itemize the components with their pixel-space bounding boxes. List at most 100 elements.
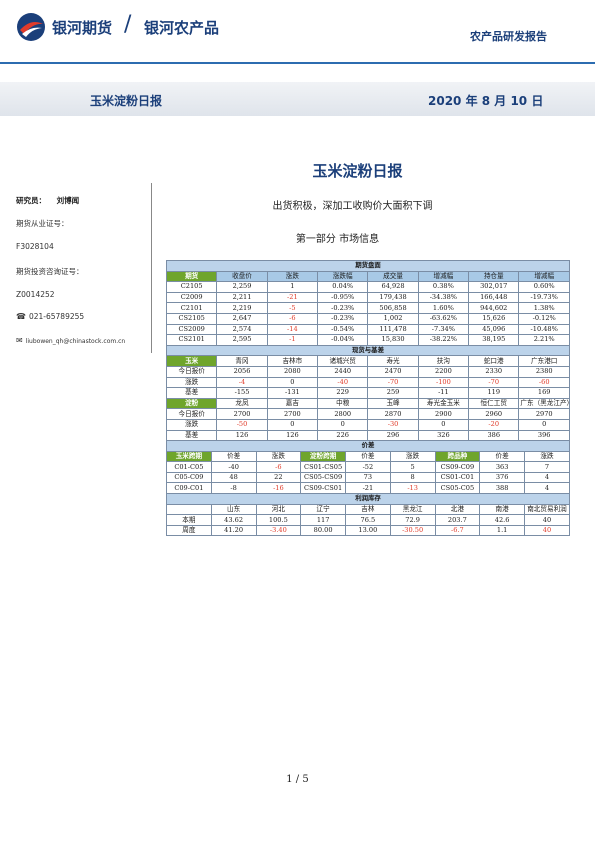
page-number: 1 / 5 bbox=[286, 774, 309, 785]
table-cell: 8 bbox=[389, 471, 436, 484]
table-cell: 4 bbox=[524, 471, 570, 484]
table-cell: 48 bbox=[210, 471, 257, 484]
spread-header-row: 玉米跨期 价差 涨跌 淀粉跨期 价差 涨跌 跨品种 价差 涨跌 bbox=[166, 450, 570, 463]
table-cell: 40 bbox=[524, 514, 570, 526]
table-cell: -38.22% bbox=[417, 334, 470, 346]
table-cell: 111,478 bbox=[367, 323, 419, 336]
spread-band: 价差 bbox=[166, 440, 570, 452]
column-header: 寿光金玉米 bbox=[417, 397, 470, 410]
table-cell: 126 bbox=[216, 429, 268, 442]
table-cell: 2700 bbox=[216, 408, 268, 420]
column-header: 涨跌 bbox=[389, 450, 436, 463]
table-cell: 2870 bbox=[367, 408, 419, 420]
table-cell: 38,195 bbox=[468, 334, 520, 346]
phone-icon: ☎ bbox=[16, 312, 26, 321]
table-cell: 43.62 bbox=[210, 514, 257, 526]
column-header: 增减幅 bbox=[518, 270, 570, 283]
section-title: 第一部分 市场信息 bbox=[295, 234, 380, 245]
table-cell: CS2009 bbox=[165, 323, 218, 336]
table-cell: 45,096 bbox=[468, 323, 520, 336]
table-cell: 166,448 bbox=[468, 291, 520, 304]
table-cell: -100 bbox=[417, 376, 470, 389]
researcher-label: 研究员： bbox=[16, 196, 46, 205]
column-header: 扶沟 bbox=[417, 355, 470, 367]
table-cell: -63.62% bbox=[417, 312, 470, 325]
table-cell: 1 bbox=[266, 281, 319, 293]
table-cell: 今日报价 bbox=[165, 365, 218, 378]
table-cell: 100.5 bbox=[255, 514, 302, 526]
table-cell: 944,602 bbox=[468, 302, 520, 314]
page-title: 玉米淀粉日报 bbox=[312, 162, 403, 180]
table-cell: 117 bbox=[300, 514, 346, 526]
profit-band: 利润库存 bbox=[166, 493, 570, 505]
corn-row: 基差 -155 -131 229 259 -11 119 169 bbox=[165, 387, 570, 399]
table-cell: CS01-C01 bbox=[434, 471, 481, 484]
table-cell: 0 bbox=[266, 376, 319, 389]
table-cell: -0.23% bbox=[317, 302, 369, 314]
table-cell: -52 bbox=[345, 461, 391, 473]
table-cell: C2101 bbox=[165, 302, 218, 314]
spread-row: C01-C05 -40 -6 CS01-CS05 -52 5 CS09-C09 363 7 bbox=[166, 461, 570, 473]
table-cell: -7.34% bbox=[417, 323, 470, 336]
table-cell: 296 bbox=[367, 429, 419, 442]
galaxy-logo-icon bbox=[17, 13, 45, 41]
table-cell: 涨跌 bbox=[165, 418, 218, 431]
table-cell: 2,574 bbox=[216, 323, 268, 336]
table-cell: 259 bbox=[367, 387, 419, 399]
table-cell: -19.73% bbox=[518, 291, 570, 304]
table-cell: -5 bbox=[266, 302, 319, 314]
table-cell: C2009 bbox=[165, 291, 218, 304]
column-header: 河北 bbox=[255, 503, 302, 516]
column-header: 黑龙江 bbox=[389, 503, 436, 516]
column-header: 中粮 bbox=[317, 397, 369, 410]
starch-row: 基差 126 126 226 296 326 386 396 bbox=[165, 429, 570, 442]
email-address[interactable]: liubowen_qh@chinastock.com.cn bbox=[25, 338, 126, 345]
column-header: 南北贸易利润 bbox=[524, 503, 570, 516]
table-cell: -30 bbox=[367, 418, 419, 431]
table-cell: -155 bbox=[216, 387, 268, 399]
table-cell: 2080 bbox=[266, 365, 319, 378]
table-cell: 涨跌 bbox=[165, 376, 218, 389]
table-cell: 0 bbox=[266, 418, 319, 431]
table-cell: -50 bbox=[216, 418, 268, 431]
table-cell: 0.04% bbox=[317, 281, 369, 293]
column-header: 涨跌 bbox=[266, 270, 319, 283]
table-cell: 2970 bbox=[518, 408, 570, 420]
column-header: 淀粉 bbox=[165, 397, 218, 410]
table-cell: CS05-C05 bbox=[434, 482, 481, 495]
table-cell: 396 bbox=[518, 429, 570, 442]
futures-row: CS2009 2,574 -14 -0.54% 111,478 -7.34% 45,096-… bbox=[165, 323, 570, 336]
table-cell: 2056 bbox=[216, 365, 268, 378]
futures-row: CS2105 2,647 -6 -0.23% 1,002 -63.62% 15,626 -0.… bbox=[165, 312, 570, 325]
profit-row: 周度 41.20 -3.40 80.00 13.00 -30.50 -6.7 1.1 40 bbox=[166, 524, 570, 537]
starch-header-row: 淀粉 龙凤 嘉吉 中粮 玉峰 寿光金玉米 恒仁工贸 广东（黑龙江产） bbox=[165, 397, 570, 410]
table-cell: -30.50 bbox=[389, 524, 436, 537]
spot-band: 现货与基差 bbox=[166, 344, 570, 357]
table-cell: 169 bbox=[518, 387, 570, 399]
license-number: F3028104 bbox=[16, 242, 54, 251]
researcher: 研究员： 刘博闻 bbox=[16, 195, 79, 206]
table-cell: -0.95% bbox=[317, 291, 369, 304]
futures-row: C2105 2,259 1 0.04% 64,928 0.38% 302,017 0.60% bbox=[165, 281, 570, 293]
spread-band: 价差 bbox=[166, 440, 570, 452]
table-cell: -0.12% bbox=[518, 312, 570, 325]
table-cell: 2900 bbox=[417, 408, 470, 420]
researcher-name: 刘博闻 bbox=[56, 196, 80, 205]
brand-separator: / bbox=[124, 12, 132, 37]
spot-band: 现货与基差 bbox=[166, 344, 570, 357]
table-cell: 302,017 bbox=[468, 281, 520, 293]
header-divider bbox=[0, 62, 595, 64]
futures-row: CS2101 2,595 -1 -0.04% 15,830 -38.22% 38,195 2.… bbox=[165, 334, 570, 346]
table-cell: -40 bbox=[317, 376, 369, 389]
brand-name-right: 银河农产品 bbox=[144, 19, 220, 37]
column-header: 山东 bbox=[210, 503, 257, 516]
table-cell: 72.9 bbox=[389, 514, 436, 526]
table-cell: -6 bbox=[255, 461, 302, 473]
table-cell: 363 bbox=[479, 461, 525, 473]
table-cell: CS09-C09 bbox=[434, 461, 481, 473]
column-header bbox=[166, 503, 212, 516]
column-header: 增减幅 bbox=[417, 270, 470, 283]
table-cell: 2200 bbox=[417, 365, 470, 378]
column-header: 龙凤 bbox=[216, 397, 268, 410]
column-header: 玉米跨期 bbox=[166, 450, 212, 463]
